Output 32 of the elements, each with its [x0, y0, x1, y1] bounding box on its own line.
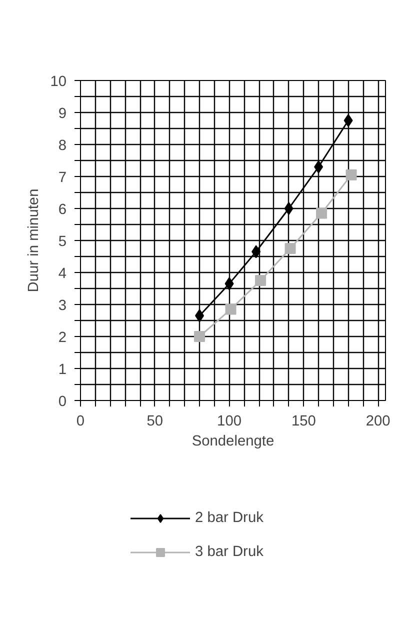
- x-tick-label: 0: [76, 414, 85, 430]
- x-axis-title: Sondelengte: [192, 434, 274, 450]
- x-tick-label: 50: [146, 414, 164, 430]
- y-tick-label: 7: [58, 170, 67, 186]
- y-tick-label: 10: [50, 74, 67, 90]
- point: [225, 304, 236, 315]
- x-tick-label: 200: [366, 414, 390, 430]
- point: [346, 169, 357, 180]
- y-tick-label: 4: [58, 266, 67, 282]
- point: [195, 309, 204, 322]
- legend-label: 2 bar Druk: [195, 510, 264, 526]
- point: [252, 245, 261, 258]
- y-axis-title: Duur in minuten: [26, 188, 42, 292]
- x-tick-label: 100: [217, 414, 242, 430]
- point: [344, 114, 353, 127]
- point: [255, 275, 266, 286]
- y-tick-label: 3: [58, 298, 67, 314]
- y-tick-label: 0: [58, 394, 67, 410]
- y-tick-label: 6: [58, 202, 67, 218]
- point: [316, 208, 328, 219]
- point: [284, 202, 294, 215]
- point: [314, 160, 324, 174]
- y-tick-label: 2: [58, 330, 67, 346]
- x-tick-label: 150: [291, 414, 316, 430]
- legend-label: 3 bar Druk: [195, 544, 264, 560]
- y-tick-label: 8: [58, 138, 67, 154]
- point: [194, 331, 206, 342]
- point: [284, 243, 296, 254]
- point: [224, 277, 234, 290]
- y-tick-label: 1: [58, 362, 67, 378]
- y-tick-label: 9: [58, 106, 67, 122]
- y-tick-label: 5: [58, 234, 67, 250]
